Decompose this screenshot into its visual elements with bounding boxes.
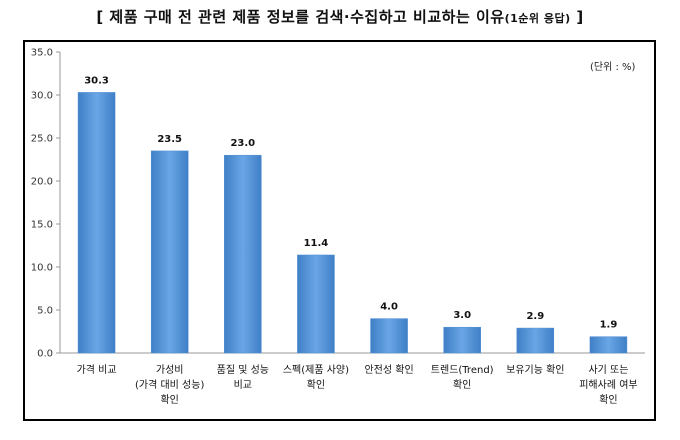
data-label: 23.5 (157, 134, 182, 145)
data-label: 2.9 (526, 311, 544, 322)
chart-title-sub: (1순위 응답) (504, 12, 571, 25)
category-label: 확인 (599, 394, 617, 406)
chart-frame (23, 40, 656, 421)
chart-title: [ 제품 구매 전 관련 제품 정보를 검색·수집하고 비교하는 이유(1순위 … (0, 6, 680, 27)
y-tick-label: 35.0 (31, 48, 53, 59)
category-label: (가격 대비 성능) (135, 378, 204, 391)
category-label: 확인 (160, 394, 178, 406)
y-tick-label: 0.0 (37, 349, 53, 360)
bar (589, 336, 628, 354)
bar (443, 326, 481, 354)
chart-title-main: [ 제품 구매 전 관련 제품 정보를 검색·수집하고 비교하는 이유 (96, 8, 505, 26)
bar (370, 318, 408, 354)
unit-label: (단위 : %) (590, 62, 636, 73)
y-tick-label: 25.0 (31, 134, 53, 145)
category-label: 비교 (234, 379, 252, 391)
category-label: 품질 및 성능 (217, 364, 269, 376)
bar (516, 327, 555, 354)
data-label: 4.0 (380, 302, 398, 313)
data-label: 30.3 (84, 75, 109, 86)
category-label: 스펙(제품 사양) (283, 364, 349, 376)
bar (224, 154, 262, 354)
y-tick-label: 15.0 (31, 220, 53, 231)
category-label: 사기 또는 (588, 364, 628, 376)
data-label: 23.0 (230, 138, 255, 149)
category-label: 가격 비교 (77, 363, 117, 376)
category-label: 확인 (307, 379, 325, 391)
bar (77, 92, 116, 354)
category-label: 피해사례 여부 (579, 378, 637, 391)
y-tick-label: 30.0 (31, 91, 53, 102)
category-label: 확인 (453, 379, 471, 391)
chart-title-end: ] (570, 8, 584, 26)
y-tick-label: 10.0 (31, 263, 53, 274)
data-label: 3.0 (453, 310, 471, 321)
category-label: 안전성 확인 (364, 364, 413, 376)
bar (297, 254, 335, 354)
y-tick-label: 20.0 (31, 177, 53, 188)
category-label: 보유기능 확인 (506, 364, 564, 376)
category-label: 가성비 (156, 364, 184, 376)
data-label: 11.4 (304, 238, 329, 249)
bar (150, 150, 189, 354)
y-tick-label: 5.0 (37, 306, 53, 317)
data-label: 1.9 (600, 320, 618, 331)
category-label: 트렌드(Trend) (431, 364, 494, 376)
